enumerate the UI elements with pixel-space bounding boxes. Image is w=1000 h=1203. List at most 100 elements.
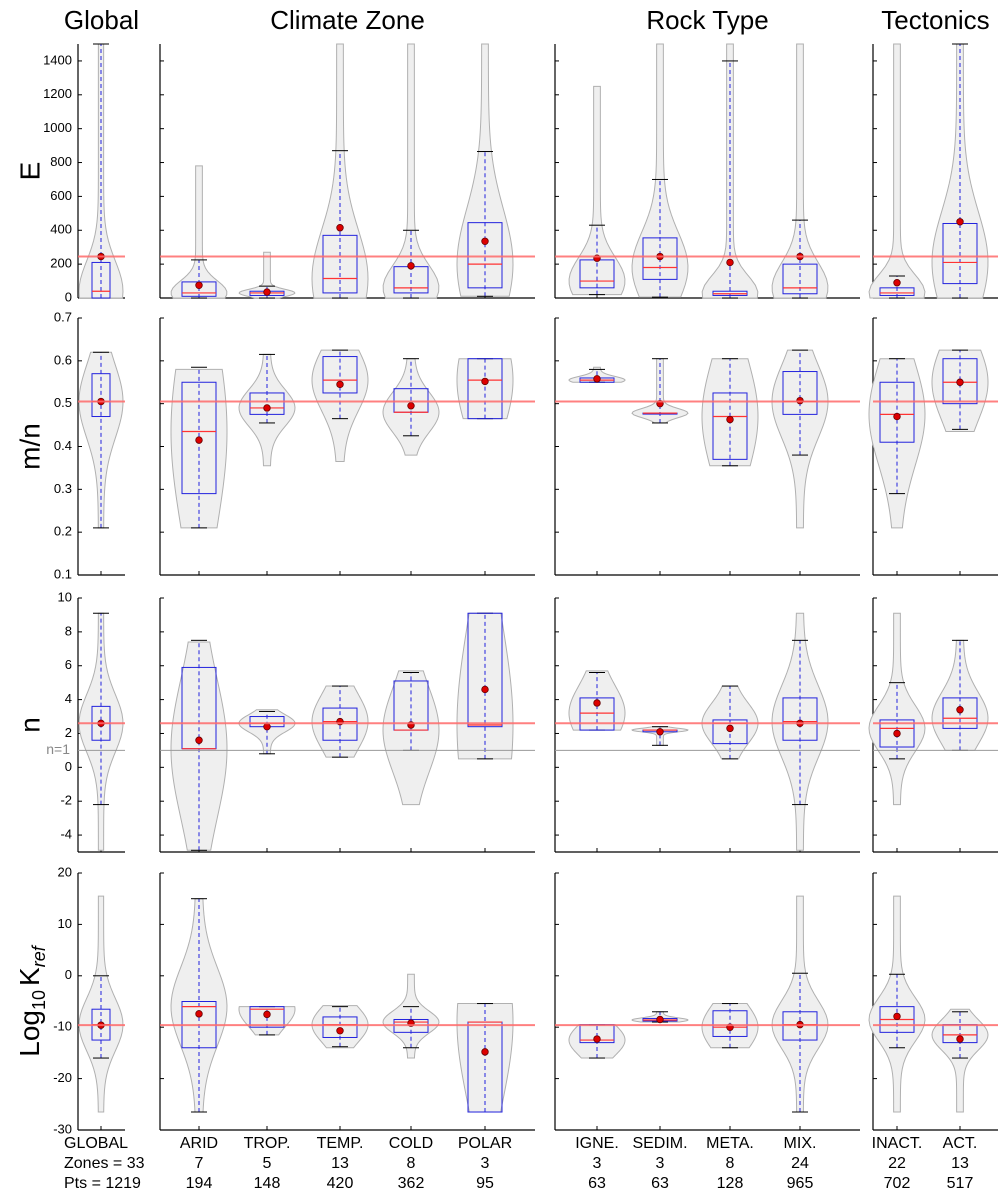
y-tick-label: -20 — [53, 1070, 72, 1085]
point-count: 420 — [327, 1175, 354, 1192]
violin — [170, 165, 228, 299]
y-tick-label: -30 — [53, 1121, 72, 1136]
mean — [593, 375, 601, 383]
violin — [238, 251, 296, 299]
zone-count: 3 — [593, 1155, 602, 1172]
y-tick-label: 4 — [65, 691, 72, 706]
mean — [956, 218, 964, 226]
label-sub: ref — [29, 944, 49, 967]
group-title: Climate Zone — [270, 5, 425, 35]
violin — [311, 349, 369, 462]
mean — [956, 378, 964, 386]
box — [467, 612, 503, 728]
category-label: POLAR — [458, 1135, 512, 1152]
mean — [407, 262, 415, 270]
mean — [726, 415, 734, 424]
category-label: COLD — [389, 1135, 433, 1152]
point-count: 128 — [717, 1175, 744, 1192]
box — [782, 697, 818, 741]
zone-count: 24 — [791, 1155, 809, 1172]
zone-count: 8 — [726, 1155, 735, 1172]
box — [879, 287, 915, 296]
box — [942, 358, 978, 405]
y-tick-label: 200 — [50, 256, 72, 271]
point-count: 194 — [186, 1175, 213, 1192]
zone-count: 3 — [481, 1155, 490, 1172]
y-tick-label: 600 — [50, 188, 72, 203]
violin — [868, 43, 926, 299]
y-tick-label: 20 — [58, 864, 72, 879]
y-tick-label: 1400 — [43, 52, 72, 67]
mean — [481, 685, 489, 694]
box — [642, 237, 678, 280]
y-tick-label: -10 — [53, 1019, 72, 1034]
label-sub: 10 — [29, 990, 49, 1010]
point-count: Pts = 1219 — [64, 1175, 141, 1192]
category-label: GLOBAL — [64, 1135, 128, 1152]
zone-count: 13 — [331, 1155, 349, 1172]
label-part: K — [14, 967, 45, 986]
box — [249, 1006, 285, 1028]
box — [181, 381, 217, 495]
group-title: Tectonics — [881, 5, 989, 35]
y-tick-label: 0.2 — [54, 524, 72, 539]
violin — [631, 43, 689, 298]
box — [322, 356, 358, 394]
mean — [726, 724, 734, 733]
category-label: META. — [706, 1135, 754, 1152]
y-tick-label: -2 — [60, 793, 72, 808]
violin — [701, 358, 759, 467]
point-count: 362 — [398, 1175, 425, 1192]
zone-count: 13 — [951, 1155, 969, 1172]
mean — [893, 279, 901, 287]
mean — [195, 736, 203, 744]
y-tick-label: 0.7 — [54, 309, 72, 324]
mean — [263, 1010, 271, 1019]
box — [879, 381, 915, 443]
mean — [195, 1010, 203, 1018]
category-label: ACT. — [943, 1135, 978, 1152]
box — [322, 1016, 358, 1038]
violin — [771, 43, 829, 299]
box — [91, 373, 111, 418]
violin — [382, 43, 440, 299]
violin — [568, 85, 626, 296]
y-tick-label: 0 — [65, 967, 72, 982]
point-count: 517 — [947, 1175, 974, 1192]
zone-count: 7 — [195, 1155, 204, 1172]
zone-count: 5 — [263, 1155, 272, 1172]
mean — [195, 436, 203, 444]
y-tick-label: 0.4 — [54, 438, 72, 453]
violin — [382, 670, 440, 806]
y-tick-label: 0.5 — [54, 395, 72, 410]
category-label: TEMP. — [317, 1135, 364, 1152]
mean — [893, 412, 901, 421]
category-label: ARID — [180, 1135, 218, 1152]
box — [782, 371, 818, 415]
point-count: 148 — [254, 1175, 281, 1192]
y-tick-label: 8 — [65, 623, 72, 638]
point-count: 63 — [651, 1175, 669, 1192]
y-tick-label: 10 — [58, 916, 72, 931]
mean — [893, 729, 901, 738]
mean — [956, 706, 964, 714]
mean — [656, 1015, 664, 1024]
point-count: 95 — [476, 1175, 494, 1192]
zone-count: 8 — [407, 1155, 416, 1172]
category-label: TROP. — [244, 1135, 291, 1152]
label-part: Log — [14, 1010, 45, 1057]
zone-count: 3 — [656, 1155, 665, 1172]
y-axis-label: n — [14, 717, 45, 733]
violin — [456, 1003, 514, 1113]
y-tick-label: 0 — [65, 759, 72, 774]
box — [467, 222, 503, 289]
mean — [481, 377, 489, 386]
y-tick-label: 2 — [65, 725, 72, 740]
mean — [263, 404, 271, 412]
y-tick-label: 1200 — [43, 86, 72, 101]
y-tick-label: -4 — [60, 827, 72, 842]
mean — [195, 281, 203, 289]
guide-label: n=1 — [46, 741, 70, 757]
category-label: MIX. — [784, 1135, 817, 1152]
